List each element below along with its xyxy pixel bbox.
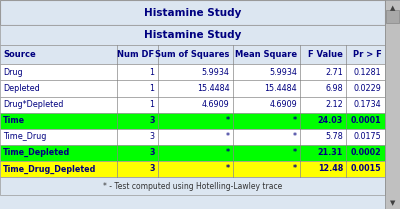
Text: 6.98: 6.98: [326, 84, 343, 93]
Text: 0.1281: 0.1281: [354, 68, 382, 77]
Text: 21.31: 21.31: [318, 148, 343, 157]
Text: 5.9934: 5.9934: [269, 68, 297, 77]
Text: 5.78: 5.78: [325, 132, 343, 141]
Text: Sum of Squares: Sum of Squares: [155, 50, 230, 59]
Text: 1: 1: [150, 68, 154, 77]
Text: 0.0002: 0.0002: [351, 148, 382, 157]
Text: Depleted: Depleted: [3, 84, 40, 93]
Text: Time_Drug: Time_Drug: [3, 132, 46, 141]
Text: 1: 1: [150, 100, 154, 109]
Text: 3: 3: [150, 132, 154, 141]
Text: *: *: [293, 116, 297, 125]
Text: *: *: [226, 164, 230, 173]
Text: ▲: ▲: [390, 5, 395, 11]
Text: *: *: [293, 148, 297, 157]
Text: Histamine Study: Histamine Study: [144, 8, 241, 18]
Text: 4.6909: 4.6909: [269, 100, 297, 109]
Text: 4.6909: 4.6909: [202, 100, 230, 109]
Text: Drug*Depleted: Drug*Depleted: [3, 100, 64, 109]
Text: 15.4484: 15.4484: [197, 84, 230, 93]
Text: *: *: [226, 132, 230, 141]
Text: 5.9934: 5.9934: [202, 68, 230, 77]
Text: Pr > F: Pr > F: [353, 50, 382, 59]
Text: 2.71: 2.71: [325, 68, 343, 77]
Text: Num DF: Num DF: [118, 50, 154, 59]
Text: 3: 3: [149, 148, 154, 157]
Text: 2.12: 2.12: [325, 100, 343, 109]
Text: ▼: ▼: [390, 200, 395, 206]
Text: 3: 3: [149, 164, 154, 173]
Text: *: *: [226, 116, 230, 125]
Text: Time_Depleted: Time_Depleted: [3, 148, 70, 157]
Text: *: *: [293, 132, 297, 141]
Text: 12.48: 12.48: [318, 164, 343, 173]
Text: * - Test computed using Hotelling-Lawley trace: * - Test computed using Hotelling-Lawley…: [103, 181, 282, 191]
Text: Histamine Study: Histamine Study: [144, 31, 241, 40]
Text: Drug: Drug: [3, 68, 23, 77]
Text: Time: Time: [3, 116, 25, 125]
Text: *: *: [226, 148, 230, 157]
Text: F Value: F Value: [308, 50, 343, 59]
Text: Source: Source: [3, 50, 36, 59]
Text: 0.0015: 0.0015: [351, 164, 382, 173]
Text: 0.0001: 0.0001: [351, 116, 382, 125]
Text: 3: 3: [149, 116, 154, 125]
Text: 24.03: 24.03: [318, 116, 343, 125]
Text: Mean Square: Mean Square: [235, 50, 297, 59]
Text: Time_Drug_Depleted: Time_Drug_Depleted: [3, 164, 96, 173]
Text: 15.4484: 15.4484: [264, 84, 297, 93]
Text: 0.1734: 0.1734: [354, 100, 382, 109]
Text: 0.0229: 0.0229: [354, 84, 382, 93]
Text: 0.0175: 0.0175: [354, 132, 382, 141]
Text: 1: 1: [150, 84, 154, 93]
Text: *: *: [293, 164, 297, 173]
